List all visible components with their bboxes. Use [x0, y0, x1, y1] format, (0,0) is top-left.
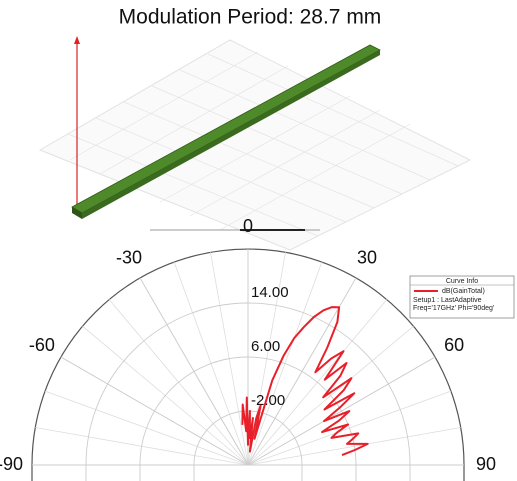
ground-plane — [40, 40, 470, 250]
model-view — [40, 36, 470, 250]
radial-tick-label: 6.00 — [251, 338, 280, 355]
angle-tick-label: -30 — [116, 248, 142, 268]
legend-entry: dB(GainTotal) — [442, 288, 485, 295]
angle-tick-label: 0 — [243, 216, 253, 236]
angle-tick-label: 60 — [444, 335, 464, 355]
gain-curve — [242, 307, 367, 455]
angle-tick-label: -60 — [29, 335, 55, 355]
z-axis-arrow — [74, 36, 80, 44]
legend: Curve Info dB(GainTotal) Setup1 : LastAdap… — [410, 276, 514, 318]
angle-tick-label: 30 — [357, 248, 377, 268]
angle-tick-label: 90 — [476, 454, 496, 474]
figure: Modulation Period: 28.7 mm -90 -60 -30 0 30 6… — [0, 0, 517, 481]
radial-tick-label: 14.00 — [251, 284, 289, 301]
legend-note: Freq='17GHz' Phi='90deg' — [413, 305, 494, 312]
title: Modulation Period: 28.7 mm — [119, 6, 382, 29]
legend-title: Curve Info — [446, 278, 478, 285]
legend-note: Setup1 : LastAdaptive — [413, 297, 482, 304]
angle-tick-label: -90 — [0, 454, 23, 474]
